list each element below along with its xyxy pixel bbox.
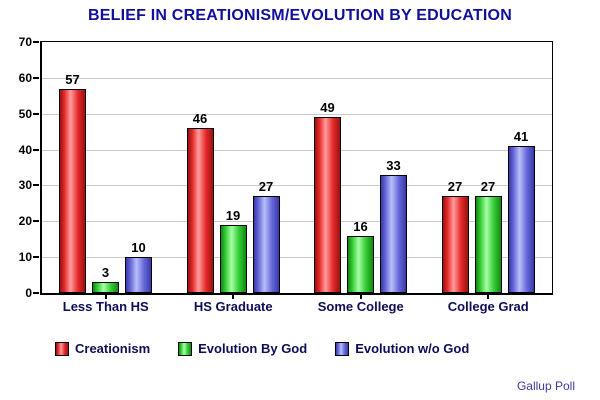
gridline-20 [42, 221, 552, 223]
gridline-30 [42, 185, 552, 187]
bar-evolution-by-god-1 [92, 282, 119, 293]
category-label-3: Some College [317, 299, 404, 314]
value-label: 3 [101, 265, 110, 280]
y-axis-tick-50 [33, 112, 39, 115]
legend-swatch [178, 341, 193, 356]
y-axis-tick-10 [33, 256, 39, 259]
bar-evolution-w-o-god-1 [125, 257, 152, 293]
y-axis-label-40: 40 [18, 142, 32, 157]
bar-evolution-by-god-3 [347, 236, 374, 293]
legend-item-creationism: Creationism [55, 341, 150, 356]
bar-creationism-1 [59, 89, 86, 293]
y-axis-label-10: 10 [18, 250, 32, 265]
bar-creationism-2 [186, 128, 214, 293]
bar-evolution-w-o-god-3 [380, 175, 407, 293]
legend-swatch [55, 341, 69, 356]
y-axis-tick-0 [33, 292, 39, 294]
y-axis-label-20: 20 [18, 214, 32, 229]
legend-label: Creationism [75, 341, 151, 356]
value-label: 57 [65, 72, 80, 87]
y-axis-label-30: 30 [18, 178, 32, 193]
category-label-1: Less Than HS [62, 299, 149, 314]
y-axis-label-0: 0 [25, 286, 32, 300]
bar-evolution-w-o-god-4 [507, 146, 535, 293]
y-axis-label-70: 70 [18, 35, 32, 49]
bar-group-3: 49 16 33 [297, 42, 425, 293]
gridline-10 [42, 257, 552, 259]
gridline-50 [42, 113, 552, 115]
value-label: 49 [320, 100, 335, 115]
category-label-2: HS Graduate [193, 299, 273, 314]
legend-label: Evolution By God [198, 341, 308, 356]
value-label: 41 [513, 129, 529, 144]
y-axis-label-50: 50 [18, 106, 32, 121]
legend-item-evolution-w-o-god: Evolution w/o God [335, 341, 469, 356]
x-axis-tick-2 [232, 295, 235, 299]
source-label: Gallup Poll [516, 379, 575, 393]
value-label: 27 [447, 179, 463, 194]
y-axis-tick-20 [33, 220, 39, 223]
legend: Creationism Evolution By God Evolution w/o… [55, 341, 469, 356]
bar-group-4: 27 27 41 [425, 42, 553, 293]
bar-creationism-4 [441, 196, 469, 293]
bar-evolution-by-god-2 [219, 225, 247, 293]
plot-area: 57 3 10 46 19 27 49 16 33 27 27 41 [40, 41, 553, 295]
category-label-4: College Grad [447, 299, 529, 314]
gridline-60 [42, 77, 552, 79]
value-label: 46 [192, 111, 208, 126]
bar-evolution-by-god-4 [474, 196, 502, 293]
bar-creationism-3 [314, 117, 341, 293]
y-axis-tick-70 [33, 41, 39, 43]
bar-evolution-w-o-god-2 [252, 196, 280, 293]
legend-label: Evolution w/o God [355, 341, 470, 356]
y-axis-label-60: 60 [18, 70, 32, 85]
value-label: 10 [131, 240, 146, 255]
bar-group-1: 57 3 10 [42, 42, 170, 293]
y-axis-tick-40 [33, 148, 39, 151]
y-axis-tick-30 [33, 184, 39, 187]
legend-item-evolution-by-god: Evolution By God [178, 341, 307, 356]
value-label: 33 [386, 158, 401, 173]
value-label: 27 [258, 179, 274, 194]
x-axis-tick-1 [104, 295, 107, 299]
value-label: 16 [353, 219, 368, 234]
gridline-40 [42, 149, 552, 151]
bar-group-2: 46 19 27 [170, 42, 298, 293]
value-label: 19 [225, 208, 241, 223]
x-axis-tick-3 [359, 295, 362, 299]
value-label: 27 [480, 179, 496, 194]
chart-title: BELIEF IN CREATIONISM/EVOLUTION BY EDUCA… [88, 7, 512, 24]
y-axis-tick-60 [33, 76, 39, 79]
x-axis-tick-4 [487, 295, 490, 299]
legend-swatch [335, 341, 350, 356]
